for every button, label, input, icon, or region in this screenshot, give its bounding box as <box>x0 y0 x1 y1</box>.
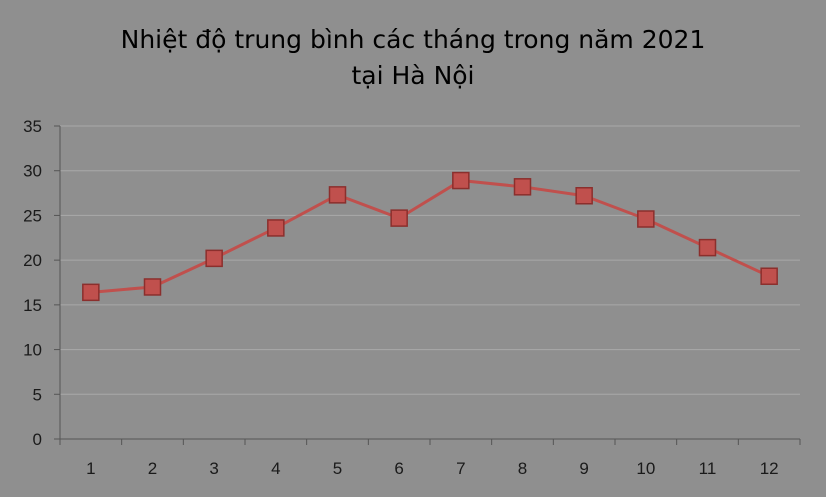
x-tick-label-2: 2 <box>148 459 157 478</box>
y-tick-label-25: 25 <box>23 206 42 225</box>
data-point-2 <box>143 278 162 296</box>
data-point-4 <box>267 219 285 237</box>
y-tick-label-10: 10 <box>23 341 42 360</box>
y-tick-label-5: 5 <box>33 385 42 404</box>
x-tick-label-4: 4 <box>271 459 280 478</box>
data-point-3 <box>205 249 223 268</box>
data-point-1 <box>82 283 100 302</box>
y-tick-label-0: 0 <box>33 430 42 449</box>
y-tick-label-20: 20 <box>23 251 42 270</box>
data-point-7 <box>452 171 470 190</box>
data-point-12 <box>760 267 778 285</box>
data-point-8 <box>513 178 532 196</box>
chart-title-line-1: Nhiệt độ trung bình các tháng trong năm … <box>120 25 706 54</box>
y-axis-tick-labels: 0 5 10 15 20 25 30 35 <box>23 117 42 449</box>
x-tick-label-1: 1 <box>86 459 95 478</box>
data-point-6 <box>390 209 408 227</box>
x-axis-tick-labels: 1 2 3 4 5 6 7 8 9 10 11 12 <box>86 459 779 478</box>
data-point-11 <box>698 238 717 257</box>
x-tick-label-8: 8 <box>518 459 527 478</box>
y-tick-label-35: 35 <box>23 117 42 136</box>
x-tick-label-12: 12 <box>760 459 779 478</box>
gridlines <box>60 125 800 395</box>
y-tick-label-30: 30 <box>23 162 42 181</box>
axes <box>54 125 801 445</box>
x-tick-label-3: 3 <box>209 459 218 478</box>
chart-title: Nhiệt độ trung bình các tháng trong năm … <box>0 22 826 94</box>
x-tick-label-10: 10 <box>636 459 655 478</box>
x-tick-label-7: 7 <box>456 459 465 478</box>
series-line <box>90 179 770 294</box>
x-tick-label-9: 9 <box>579 459 588 478</box>
data-point-5 <box>328 186 347 204</box>
data-point-9 <box>575 187 593 205</box>
series-temperature <box>82 171 778 302</box>
chart-title-line-2: tại Hà Nội <box>351 61 475 90</box>
x-tick-label-6: 6 <box>394 459 403 478</box>
data-point-10 <box>637 210 655 228</box>
x-tick-label-5: 5 <box>333 459 342 478</box>
y-tick-label-15: 15 <box>23 296 42 315</box>
x-tick-label-11: 11 <box>699 459 717 478</box>
